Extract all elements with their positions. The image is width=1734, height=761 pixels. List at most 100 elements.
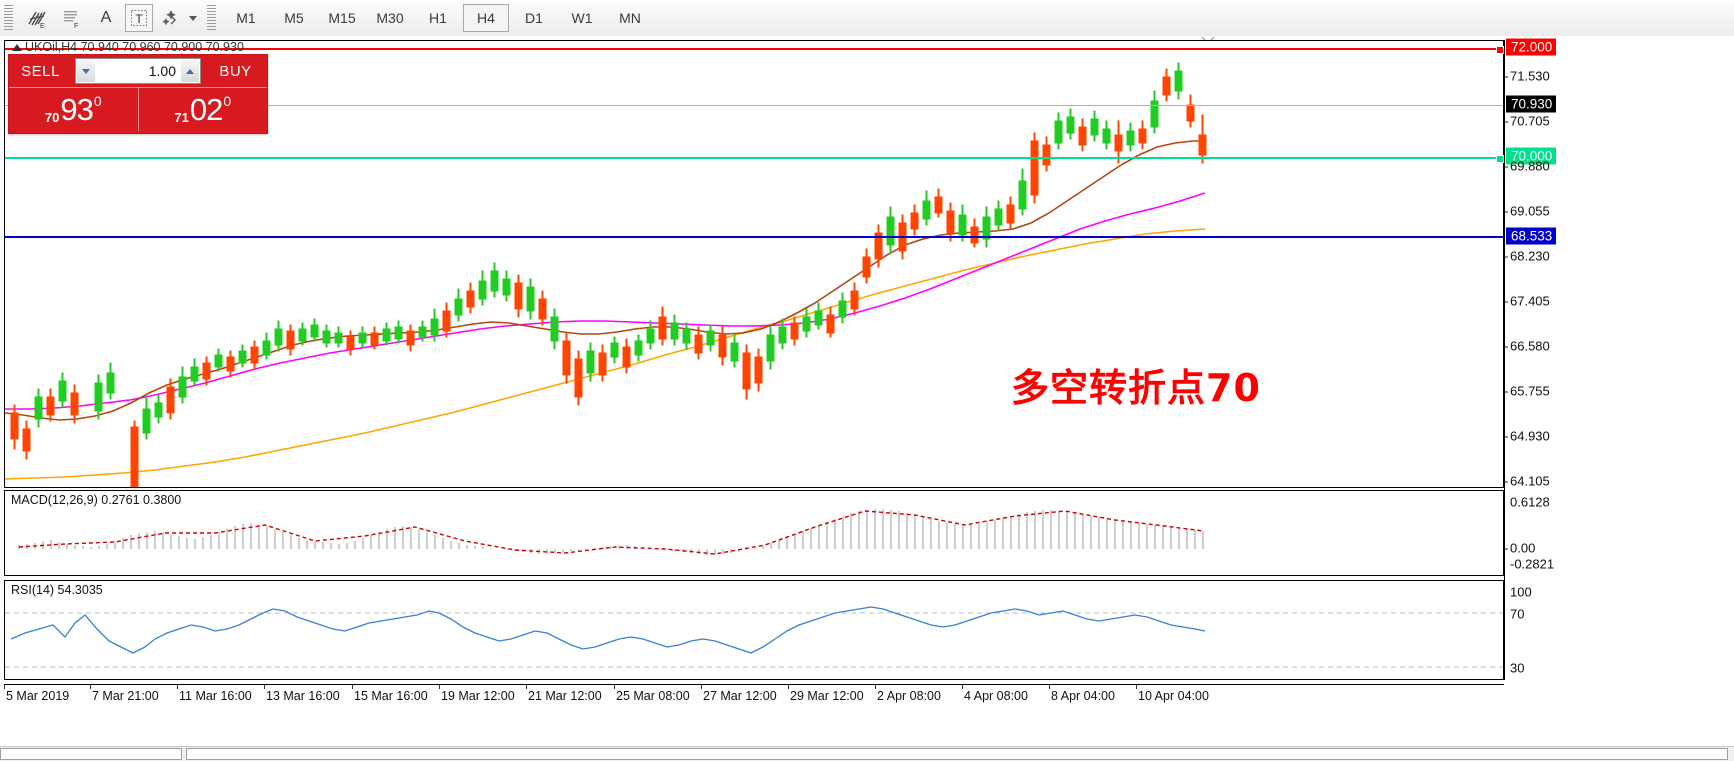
price-axis[interactable]: 72.000 71.530 70.930 70.705 70.000 69.88… [1504,38,1734,489]
timeframe-w1[interactable]: W1 [571,10,593,26]
objects-icon[interactable] [157,3,187,33]
rsi-tick-30: 30 [1510,660,1525,676]
chart-annotation[interactable]: 多空转折点70 [1011,366,1261,410]
status-bar [0,746,1734,761]
red-level-line[interactable] [5,46,1504,54]
buy-price[interactable]: 71 02 0 [137,87,267,131]
support-level-tag[interactable]: 68.533 [1506,227,1557,245]
symbol-ohlc-text: UKOil,H4 70.940 70.960 70.900 70.930 [25,40,244,54]
macd-tick-min: -0.2821 [1510,556,1555,572]
macd-signal-line [18,510,1204,555]
time-label-8: 27 Mar 12:00 [703,689,777,703]
green-line-anchor[interactable] [1496,155,1504,163]
svg-text:T: T [135,12,143,26]
time-label-9: 29 Mar 12:00 [790,689,864,703]
time-label-11: 4 Apr 08:00 [964,689,1028,703]
volume-value[interactable]: 1.00 [96,59,180,83]
rsi-chart-svg [5,606,1503,668]
price-tick-65755: 65.755 [1504,383,1550,399]
price-tick-70705: 70.705 [1504,113,1550,129]
time-axis[interactable]: 5 Mar 2019 7 Mar 21:00 11 Mar 16:00 13 M… [4,684,1504,708]
macd-tick-zero: 0.00 [1503,540,1536,556]
green-level-line[interactable] [5,155,1504,163]
time-label-3: 13 Mar 16:00 [266,689,340,703]
toolbar-grip[interactable] [4,5,13,31]
volume-decrease-button[interactable] [76,59,96,83]
current-price-line [5,105,1503,106]
timeframe-m5[interactable]: M5 [284,10,304,26]
rsi-label: RSI(14) 54.3035 [11,583,103,597]
chart-area[interactable]: UKOil,H4 70.940 70.960 70.900 70.930 [0,36,1734,761]
time-label-4: 15 Mar 16:00 [354,689,428,703]
status-segment-right[interactable] [186,748,1728,760]
timeframe-d1[interactable]: D1 [525,10,543,26]
objects-dropdown-caret[interactable] [189,15,197,21]
symbol-ohlc-line: UKOil,H4 70.940 70.960 70.900 70.930 [12,40,244,54]
volume-input[interactable]: 1.00 [75,58,201,84]
time-label-10: 2 Apr 08:00 [877,689,941,703]
resistance-level-tag[interactable]: 72.000 [1506,38,1557,56]
timeframe-mn[interactable]: MN [619,10,641,26]
rsi-line [10,606,1206,654]
macd-axis: 0.6128 0.00 -0.2821 [1503,490,1734,576]
buy-price-point: 0 [223,93,232,109]
time-label-1: 7 Mar 21:00 [92,689,159,703]
label-tool-icon[interactable]: T [125,4,153,32]
pivot-level-tag[interactable]: 70.000 [1506,147,1557,165]
time-label-6: 21 Mar 12:00 [528,689,602,703]
templates-icon[interactable]: F [57,3,87,33]
trade-prices: 70 93 0 71 02 0 [9,87,267,131]
sell-button[interactable]: SELL [21,62,60,80]
svg-text:E: E [40,23,45,29]
price-tick-69880: 69.880 [1504,158,1550,174]
last-price-tag: 70.930 [1506,95,1557,113]
trade-panel-header: SELL 1.00 BUY [9,55,267,87]
price-tick-68230: 68.230 [1504,248,1550,264]
time-label-13: 10 Apr 04:00 [1138,689,1209,703]
status-segment-left[interactable] [0,748,182,760]
ma-mid-line [5,192,1206,410]
price-tick-67405: 67.405 [1504,293,1550,309]
chart-marker-icon [12,44,22,52]
timeframe-m30[interactable]: M30 [376,10,404,26]
time-label-5: 19 Mar 12:00 [441,689,515,703]
blue-level-line[interactable] [5,236,1503,238]
timeframe-m15[interactable]: M15 [328,10,356,26]
sell-price-point: 0 [93,93,102,109]
candlesticks [10,62,1207,487]
price-tick-66580: 66.580 [1504,338,1550,354]
macd-pane[interactable]: MACD(12,26,9) 0.2761 0.3800 [4,490,1504,576]
rsi-tick-100: 100 [1510,584,1532,600]
price-axis-line [1504,40,1505,680]
toolbar: E F A T [0,0,1734,37]
timeframe-h1[interactable]: H1 [429,10,447,26]
sell-price-prefix: 70 [44,110,60,125]
macd-label: MACD(12,26,9) 0.2761 0.3800 [11,493,182,507]
sell-price-main: 93 [60,92,93,127]
buy-button[interactable]: BUY [219,62,252,80]
sell-price[interactable]: 70 93 0 [9,87,138,131]
timeframe-m1[interactable]: M1 [236,10,256,26]
text-tool-icon[interactable]: A [91,3,121,33]
one-click-trading-panel[interactable]: SELL 1.00 BUY 70 93 0 [8,54,268,134]
volume-increase-button[interactable] [180,59,200,83]
rsi-axis: 100 70 30 [1504,580,1734,680]
macd-histogram [18,509,1204,555]
macd-chart-svg [18,509,1204,555]
text-tool-glyph: A [100,9,112,26]
red-line-anchor[interactable] [1496,46,1504,54]
time-label-2: 11 Mar 16:00 [179,689,252,703]
price-tick-64105: 64.105 [1504,473,1550,489]
buy-price-prefix: 71 [174,110,189,125]
rsi-pane[interactable]: RSI(14) 54.3035 [4,580,1504,680]
time-label-0: 5 Mar 2019 [6,689,70,703]
timeframe-h4[interactable]: H4 [463,4,509,32]
indicators-icon[interactable]: E [23,3,53,33]
timeframe-grip[interactable] [207,5,216,31]
price-tick-71530: 71.530 [1504,68,1550,84]
price-tick-64930: 64.930 [1504,428,1550,444]
price-tick-69055: 69.055 [1504,203,1550,219]
time-label-7: 25 Mar 08:00 [616,689,690,703]
macd-tick-max: 0.6128 [1510,494,1550,510]
rsi-tick-70: 70 [1510,606,1525,622]
